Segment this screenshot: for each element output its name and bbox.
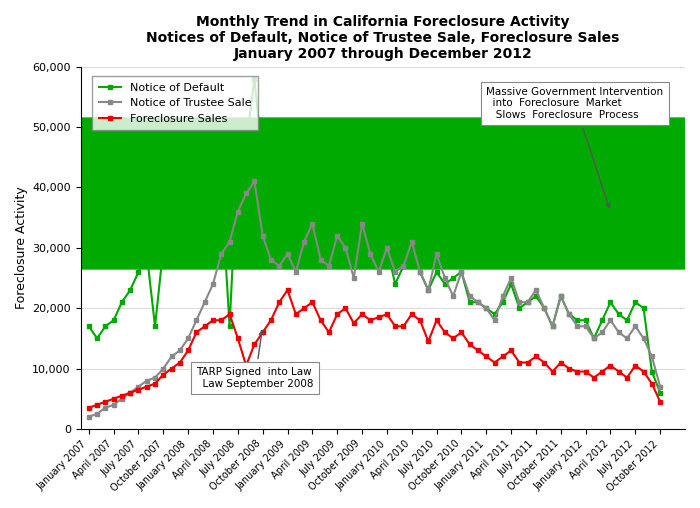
Foreclosure Sales [159, 371, 167, 377]
Foreclosure Sales [407, 311, 416, 318]
Foreclosure Sales [85, 405, 93, 411]
Notice of Trustee Sale [250, 178, 258, 184]
Notice of Trustee Sale [582, 323, 590, 329]
Notice of Trustee Sale [656, 384, 664, 390]
Notice of Default [573, 317, 582, 323]
Notice of Default [250, 76, 258, 82]
Notice of Trustee Sale [267, 257, 275, 263]
Line: Notice of Default: Notice of Default [86, 76, 663, 395]
Title: Monthly Trend in California Foreclosure Activity
Notices of Default, Notice of T: Monthly Trend in California Foreclosure … [146, 15, 620, 61]
Foreclosure Sales [582, 368, 590, 374]
Y-axis label: Foreclosure Activity: Foreclosure Activity [15, 186, 28, 309]
Foreclosure Sales [217, 317, 225, 323]
Notice of Trustee Sale [407, 239, 416, 245]
Line: Notice of Trustee Sale: Notice of Trustee Sale [86, 179, 663, 419]
Text: TARP Signed  into Law
  Law September 2008: TARP Signed into Law Law September 2008 [197, 331, 314, 389]
Notice of Trustee Sale [159, 366, 167, 372]
Line: Foreclosure Sales: Foreclosure Sales [86, 288, 663, 410]
Notice of Default [159, 245, 167, 251]
Notice of Default [217, 184, 225, 190]
Notice of Default [656, 390, 664, 396]
Notice of Trustee Sale [573, 323, 582, 329]
Foreclosure Sales [656, 399, 664, 405]
Notice of Default [85, 323, 93, 329]
Foreclosure Sales [284, 287, 292, 293]
Text: Massive Government Intervention
  into  Foreclosure  Market
   Slows  Foreclosur: Massive Government Intervention into For… [486, 87, 664, 207]
Notice of Default [407, 239, 416, 245]
Notice of Default [582, 317, 590, 323]
Foreclosure Sales [573, 368, 582, 374]
Foreclosure Sales [258, 329, 267, 335]
Legend: Notice of Default, Notice of Trustee Sale, Foreclosure Sales: Notice of Default, Notice of Trustee Sal… [92, 76, 258, 131]
FancyArrow shape [0, 118, 700, 269]
Notice of Default [267, 203, 275, 209]
Notice of Trustee Sale [85, 414, 93, 420]
Notice of Trustee Sale [217, 251, 225, 257]
